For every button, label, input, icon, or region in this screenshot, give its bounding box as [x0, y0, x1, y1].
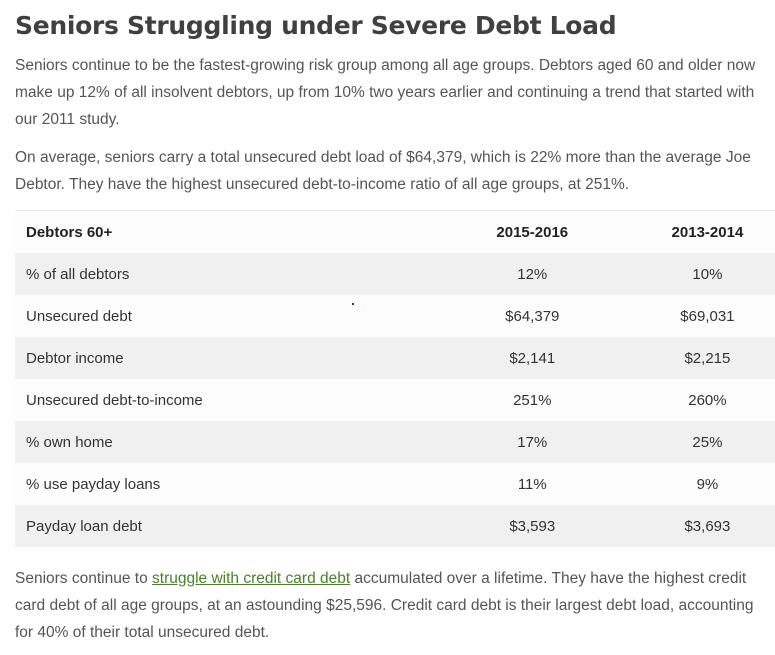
column-header-2015-2016: 2015-2016	[496, 223, 569, 241]
cell-value: $2,215	[684, 349, 731, 367]
row-label: Unsecured debt	[26, 307, 132, 325]
row-label: % own home	[26, 433, 113, 451]
cell-value: $64,379	[505, 307, 560, 325]
cell-value: $3,593	[509, 517, 556, 535]
cell-value: 251%	[513, 391, 552, 409]
credit-card-paragraph: Seniors continue to struggle with credit…	[15, 570, 754, 641]
average-debt-paragraph: On average, seniors carry a total unsecu…	[15, 149, 751, 193]
row-label: % of all debtors	[26, 265, 130, 283]
table-row: Debtor income $2,141 $2,215	[15, 337, 775, 379]
column-header-category: Debtors 60+	[26, 223, 113, 241]
section-heading: Seniors Struggling under Severe Debt Loa…	[15, 11, 617, 40]
cell-value: 10%	[692, 265, 723, 283]
table-row: Unsecured debt $64,379 $69,031	[15, 295, 775, 337]
seniors-debt-table: Debtors 60+ 2015-2016 2013-2014 % of all…	[15, 210, 775, 547]
cell-value: $2,141	[509, 349, 556, 367]
cell-value: 12%	[517, 265, 548, 283]
cell-value: 17%	[517, 433, 548, 451]
intro-paragraph: Seniors continue to be the fastest-growi…	[15, 57, 756, 128]
row-label: Unsecured debt-to-income	[26, 391, 203, 409]
cell-value: $69,031	[680, 307, 735, 325]
table-row: % use payday loans 11% 9%	[15, 463, 775, 505]
row-label: % use payday loans	[26, 475, 161, 493]
table-header-row: Debtors 60+ 2015-2016 2013-2014	[15, 210, 775, 253]
cell-value: $3,693	[684, 517, 731, 535]
cell-value: 9%	[696, 475, 719, 493]
row-label: Payday loan debt	[26, 517, 142, 535]
credit-card-debt-link[interactable]: struggle with credit card debt	[152, 570, 351, 587]
cell-value: 25%	[692, 433, 723, 451]
article: Seniors Struggling under Severe Debt Loa…	[15, 0, 775, 646]
stray-pixel	[352, 303, 354, 305]
column-header-2013-2014: 2013-2014	[671, 223, 744, 241]
row-label: Debtor income	[26, 349, 124, 367]
table-row: % of all debtors 12% 10%	[15, 253, 775, 295]
table-row: % own home 17% 25%	[15, 421, 775, 463]
table-row: Payday loan debt $3,593 $3,693	[15, 505, 775, 547]
cell-value: 260%	[688, 391, 727, 409]
table-row: Unsecured debt-to-income 251% 260%	[15, 379, 775, 421]
cell-value: 11%	[517, 475, 547, 493]
